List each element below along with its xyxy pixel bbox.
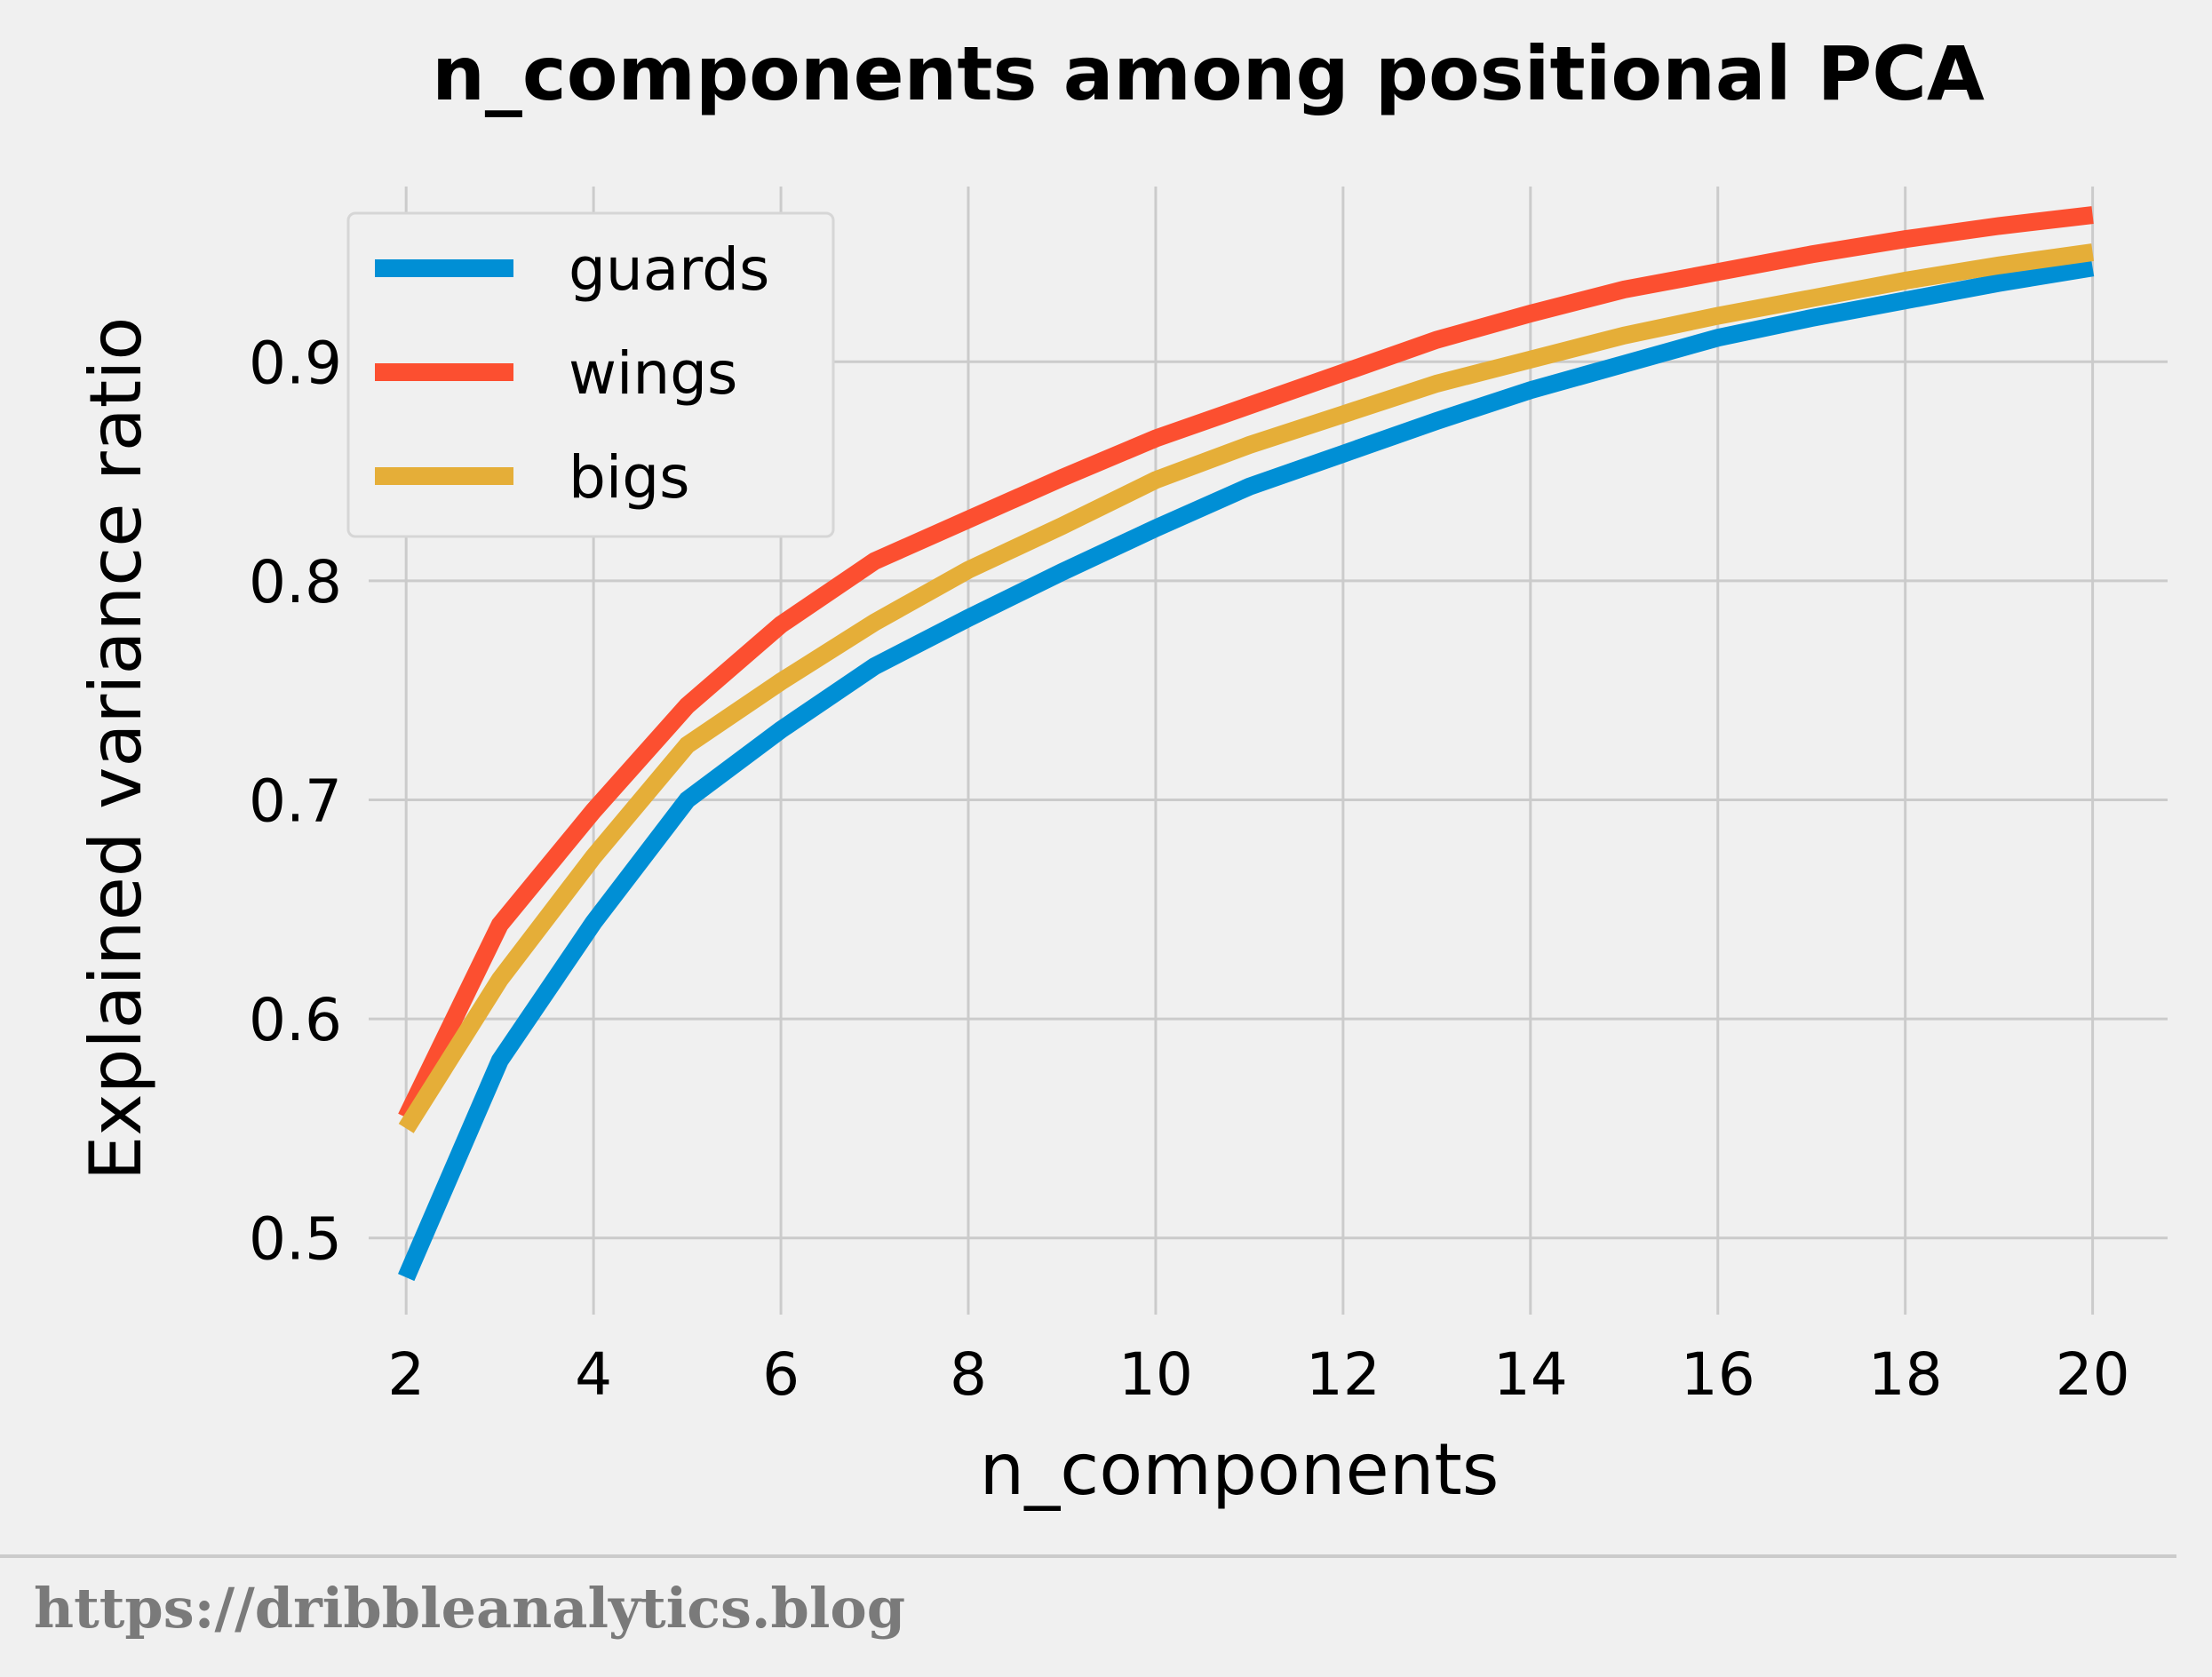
x-tick-label: 12 bbox=[1306, 1340, 1381, 1409]
legend: guards wings bigs bbox=[346, 211, 835, 538]
legend-label-wings: wings bbox=[569, 339, 737, 408]
x-tick-label: 4 bbox=[575, 1340, 612, 1409]
x-tick-label: 8 bbox=[950, 1340, 987, 1409]
legend-box bbox=[346, 211, 835, 538]
footer-source-text: https://dribbleanalytics.blog bbox=[34, 1576, 905, 1641]
x-tick-label: 6 bbox=[762, 1340, 800, 1409]
x-tick-label: 20 bbox=[2056, 1340, 2130, 1409]
x-axis-title: n_components bbox=[980, 1428, 1500, 1511]
y-tick-label: 0.5 bbox=[249, 1205, 342, 1274]
series-line-bigs bbox=[398, 243, 2094, 1133]
series-lines bbox=[398, 206, 2095, 1282]
x-tick-label: 2 bbox=[387, 1340, 425, 1409]
x-tick-label: 10 bbox=[1118, 1340, 1193, 1409]
x-tick-label: 14 bbox=[1493, 1340, 1568, 1409]
y-tick-label: 0.6 bbox=[249, 986, 342, 1054]
x-tick-labels: 2 4 6 8 10 12 14 16 18 20 bbox=[387, 1340, 2129, 1409]
y-tick-label: 0.9 bbox=[249, 329, 342, 397]
y-axis-title: Explained variance ratio bbox=[75, 317, 157, 1181]
x-tick-label: 16 bbox=[1681, 1340, 1755, 1409]
y-tick-label: 0.7 bbox=[249, 767, 342, 835]
x-tick-label: 18 bbox=[1868, 1340, 1943, 1409]
legend-label-guards: guards bbox=[569, 235, 769, 304]
series-line-wings bbox=[398, 206, 2094, 1122]
y-tick-label: 0.8 bbox=[249, 548, 342, 616]
chart-title: n_components among positional PCA bbox=[432, 30, 1985, 117]
legend-label-bigs: bigs bbox=[569, 443, 690, 512]
series-line-guards bbox=[398, 258, 2095, 1282]
y-tick-labels: 0.5 0.6 0.7 0.8 0.9 bbox=[249, 329, 342, 1273]
